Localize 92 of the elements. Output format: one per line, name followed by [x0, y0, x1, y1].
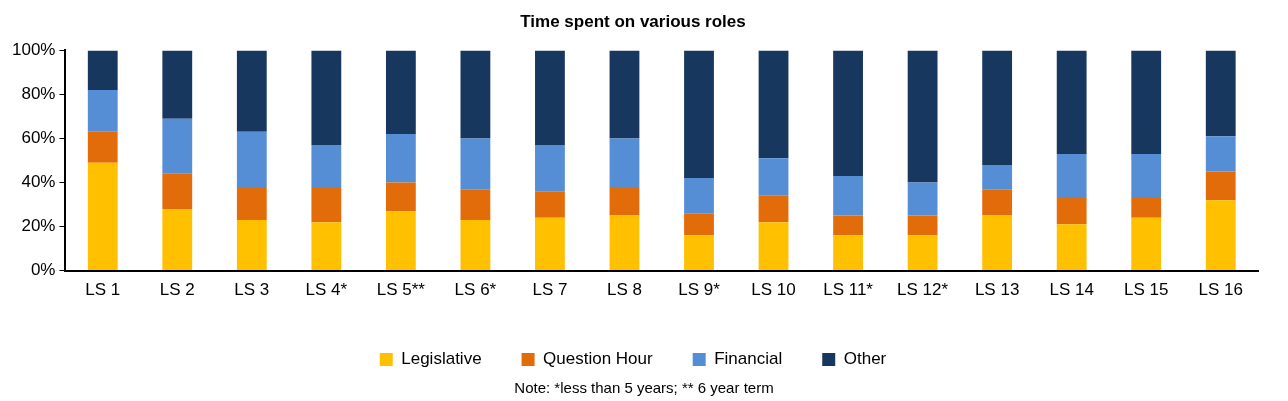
bar: [1205, 200, 1236, 271]
y-tick-label: 80%: [21, 84, 56, 104]
bar: [982, 50, 1013, 165]
legend-label: Question Hour: [543, 349, 654, 369]
bar: [1131, 197, 1162, 218]
bar: [758, 195, 789, 223]
bar: [907, 235, 938, 271]
x-tick-label: LS 16: [1198, 280, 1243, 300]
bar: [833, 235, 863, 271]
bar: [684, 213, 714, 236]
bar: [609, 186, 640, 216]
bar: [758, 158, 789, 196]
bar: [236, 186, 267, 220]
bar: [535, 217, 565, 271]
bar: [1205, 171, 1236, 201]
bar: [758, 50, 789, 159]
bar: [87, 131, 118, 163]
y-tick-label: 20%: [21, 216, 56, 236]
x-tick-label: LS 4*: [305, 280, 348, 300]
bar: [385, 50, 416, 135]
text: Note: *less than 5 years; ** 6 year term: [513, 378, 775, 398]
bar: [1131, 50, 1162, 154]
x-tick-label: LS 11*: [823, 280, 874, 300]
x-tick-label: LS 6*: [454, 280, 497, 300]
bar: [907, 182, 938, 216]
bar: [1056, 197, 1087, 225]
x-tick-label: LS 2: [159, 280, 195, 300]
bar: [535, 145, 565, 192]
bar: [982, 215, 1013, 271]
bar: [311, 186, 342, 223]
legend-label: Other: [843, 349, 887, 369]
bar: [907, 50, 938, 183]
bar: [460, 189, 491, 220]
bar: [684, 235, 714, 271]
y-tick-label: 0%: [30, 260, 56, 280]
bar: [162, 118, 193, 174]
y-tick-label: 40%: [21, 172, 56, 192]
bar: [87, 50, 118, 91]
bar: [609, 50, 640, 139]
y-tick-label: 100%: [12, 40, 56, 60]
bar: [1056, 224, 1087, 271]
x-tick-label: LS 5**: [376, 280, 426, 300]
bar: [982, 164, 1013, 190]
bar: [87, 162, 118, 271]
bar: [162, 208, 193, 271]
bar: [236, 131, 267, 187]
bar: [236, 50, 267, 132]
bar: [1131, 217, 1162, 271]
x-tick-label: LS 9*: [678, 280, 721, 300]
bar: [535, 191, 565, 218]
bar: [385, 182, 416, 212]
bar: [1131, 153, 1162, 198]
x-tick-label: LS 13: [974, 280, 1020, 300]
x-tick-label: LS 3: [234, 280, 270, 300]
bar: [833, 50, 863, 176]
x-tick-label: LS 14: [1049, 280, 1094, 300]
bar: [311, 222, 342, 271]
x-tick-label: LS 7: [532, 280, 568, 300]
x-tick-label: LS 15: [1123, 280, 1169, 300]
bar: [833, 175, 863, 216]
bar: [236, 219, 267, 271]
bar: [385, 134, 416, 183]
x-tick-label: LS 12*: [897, 280, 949, 300]
bar: [385, 211, 416, 271]
bar: [535, 50, 565, 146]
bar: [609, 138, 640, 187]
x-tick-label: LS 10: [751, 280, 796, 300]
chart-title: Time spent on various roles: [520, 11, 746, 31]
bar: [907, 215, 938, 236]
bar: [162, 173, 193, 209]
bar: [1056, 153, 1087, 198]
bar: [1205, 136, 1236, 172]
bar: [684, 178, 714, 214]
x-tick-label: LS 8: [606, 280, 642, 300]
bar: [684, 50, 714, 179]
y-tick-label: 60%: [21, 128, 56, 148]
legend-label: Legislative: [401, 349, 482, 369]
bar: [460, 138, 491, 190]
bar: [162, 50, 193, 119]
bar: [460, 50, 491, 139]
bar: [609, 215, 640, 271]
bar: [87, 90, 118, 132]
x-tick-label: LS 1: [85, 280, 121, 300]
bar: [311, 50, 342, 146]
bar: [311, 145, 342, 187]
bar: [982, 189, 1013, 216]
bar: [460, 219, 491, 271]
legend-label: Financial: [714, 349, 783, 369]
bar: [1205, 50, 1236, 137]
bar: [1056, 50, 1087, 154]
bar: [833, 215, 863, 236]
bar: [758, 222, 789, 271]
